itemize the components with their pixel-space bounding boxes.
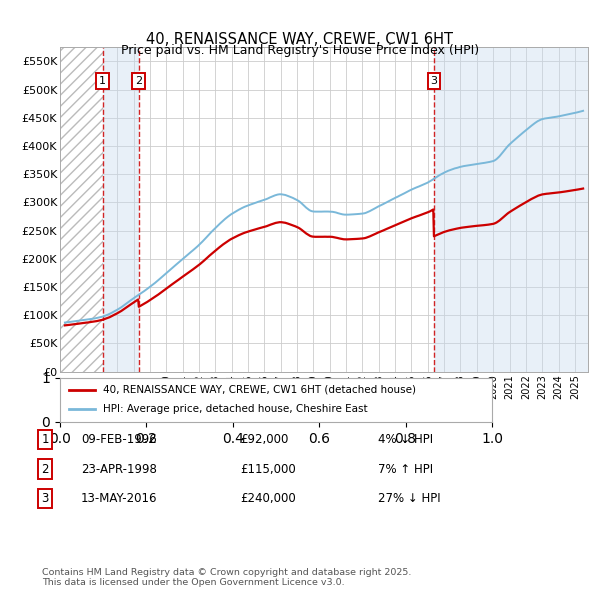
Text: £115,000: £115,000: [240, 463, 296, 476]
Text: 4% ↓ HPI: 4% ↓ HPI: [378, 433, 433, 446]
Text: HPI: Average price, detached house, Cheshire East: HPI: Average price, detached house, Ches…: [103, 405, 368, 414]
Text: 1: 1: [41, 433, 49, 446]
Text: 23-APR-1998: 23-APR-1998: [81, 463, 157, 476]
Text: £240,000: £240,000: [240, 492, 296, 505]
Text: 2: 2: [135, 76, 142, 86]
Text: 2: 2: [41, 463, 49, 476]
Bar: [434, 47, 588, 372]
Text: Price paid vs. HM Land Registry's House Price Index (HPI): Price paid vs. HM Land Registry's House …: [121, 44, 479, 57]
Text: 1: 1: [99, 76, 106, 86]
Text: 40, RENAISSANCE WAY, CREWE, CW1 6HT: 40, RENAISSANCE WAY, CREWE, CW1 6HT: [146, 32, 454, 47]
Text: £92,000: £92,000: [240, 433, 289, 446]
Text: Contains HM Land Registry data © Crown copyright and database right 2025.
This d: Contains HM Land Registry data © Crown c…: [42, 568, 412, 587]
Text: 3: 3: [430, 76, 437, 86]
Text: 13-MAY-2016: 13-MAY-2016: [81, 492, 157, 505]
Text: 27% ↓ HPI: 27% ↓ HPI: [378, 492, 440, 505]
Bar: [60, 47, 103, 372]
Bar: [103, 47, 139, 372]
Text: 3: 3: [41, 492, 49, 505]
Text: 7% ↑ HPI: 7% ↑ HPI: [378, 463, 433, 476]
Text: 09-FEB-1996: 09-FEB-1996: [81, 433, 157, 446]
Text: 40, RENAISSANCE WAY, CREWE, CW1 6HT (detached house): 40, RENAISSANCE WAY, CREWE, CW1 6HT (det…: [103, 385, 416, 395]
